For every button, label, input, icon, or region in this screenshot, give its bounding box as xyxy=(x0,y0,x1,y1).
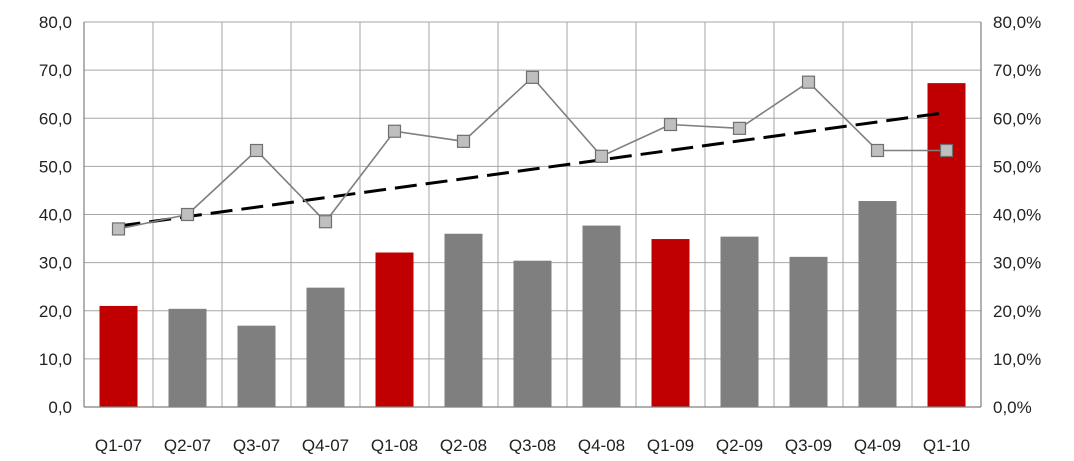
x-tick-label: Q1-08 xyxy=(371,436,418,455)
line-path xyxy=(118,76,947,230)
y-left-tick-label: 50,0 xyxy=(39,157,72,176)
bar xyxy=(789,256,828,407)
y-left-tick-label: 60,0 xyxy=(39,109,72,128)
line-point xyxy=(939,143,954,158)
x-tick-label: Q4-08 xyxy=(578,436,625,455)
bar xyxy=(582,225,621,407)
y-right-tick-label: 70,0% xyxy=(993,61,1041,80)
line-series xyxy=(111,70,954,236)
line-point xyxy=(387,124,402,138)
y-left-tick-label: 10,0 xyxy=(39,350,72,369)
bar xyxy=(651,239,690,407)
y-left-tick-label: 0,0 xyxy=(48,398,72,417)
x-tick-label: Q3-07 xyxy=(233,436,280,455)
x-tick-label: Q2-08 xyxy=(440,436,487,455)
bar xyxy=(306,287,345,407)
x-tick-label: Q2-09 xyxy=(716,436,763,455)
line-point xyxy=(870,143,885,158)
x-tick-label: Q3-08 xyxy=(509,436,556,455)
y-right-tick-label: 10,0% xyxy=(993,350,1041,369)
x-tick-label: Q3-09 xyxy=(785,436,832,455)
tick-labels: 0,0 10,0 20,0 30,0 40,0 50,0 60,0 70,0 80,0 0,0% 1… xyxy=(39,13,1041,455)
bar xyxy=(927,83,966,408)
bar xyxy=(168,308,207,407)
y-left-tick-label: 30,0 xyxy=(39,254,72,273)
line-point xyxy=(732,121,747,135)
y-left-tick-label: 70,0 xyxy=(39,61,72,80)
line-point xyxy=(111,222,126,236)
line-point xyxy=(594,149,609,163)
bar xyxy=(720,236,759,407)
bar xyxy=(858,201,897,407)
y-left-tick-label: 20,0 xyxy=(39,302,72,321)
line-point xyxy=(525,70,540,84)
y-right-tick-label: 40,0% xyxy=(993,206,1041,225)
bar xyxy=(237,325,276,407)
bar-series xyxy=(99,83,966,408)
bar xyxy=(513,260,552,407)
line-point xyxy=(663,117,678,132)
y-left-tick-label: 80,0 xyxy=(39,13,72,32)
bar xyxy=(375,252,414,407)
line-point xyxy=(801,75,816,89)
trendline-layer xyxy=(118,110,947,228)
line-point xyxy=(249,143,264,158)
x-tick-label: Q2-07 xyxy=(164,436,211,455)
y-right-tick-label: 50,0% xyxy=(993,157,1041,176)
y-left-tick-label: 40,0 xyxy=(39,206,72,225)
y-right-tick-label: 80,0% xyxy=(993,13,1041,32)
line-point xyxy=(456,134,471,148)
bar xyxy=(444,233,483,407)
axes xyxy=(83,22,982,408)
y-right-tick-label: 60,0% xyxy=(993,109,1041,128)
x-tick-label: Q1-07 xyxy=(95,436,142,455)
line-point xyxy=(318,215,333,229)
x-tick-label: Q4-07 xyxy=(302,436,349,455)
x-tick-label: Q1-10 xyxy=(923,436,970,455)
trendline xyxy=(118,110,947,228)
bar xyxy=(99,305,138,407)
y-right-tick-label: 0,0% xyxy=(993,398,1032,417)
x-tick-label: Q4-09 xyxy=(854,436,901,455)
x-tick-label: Q1-09 xyxy=(647,436,694,455)
y-right-tick-label: 20,0% xyxy=(993,302,1041,321)
line-point xyxy=(180,207,195,222)
y-right-tick-label: 30,0% xyxy=(993,254,1041,273)
